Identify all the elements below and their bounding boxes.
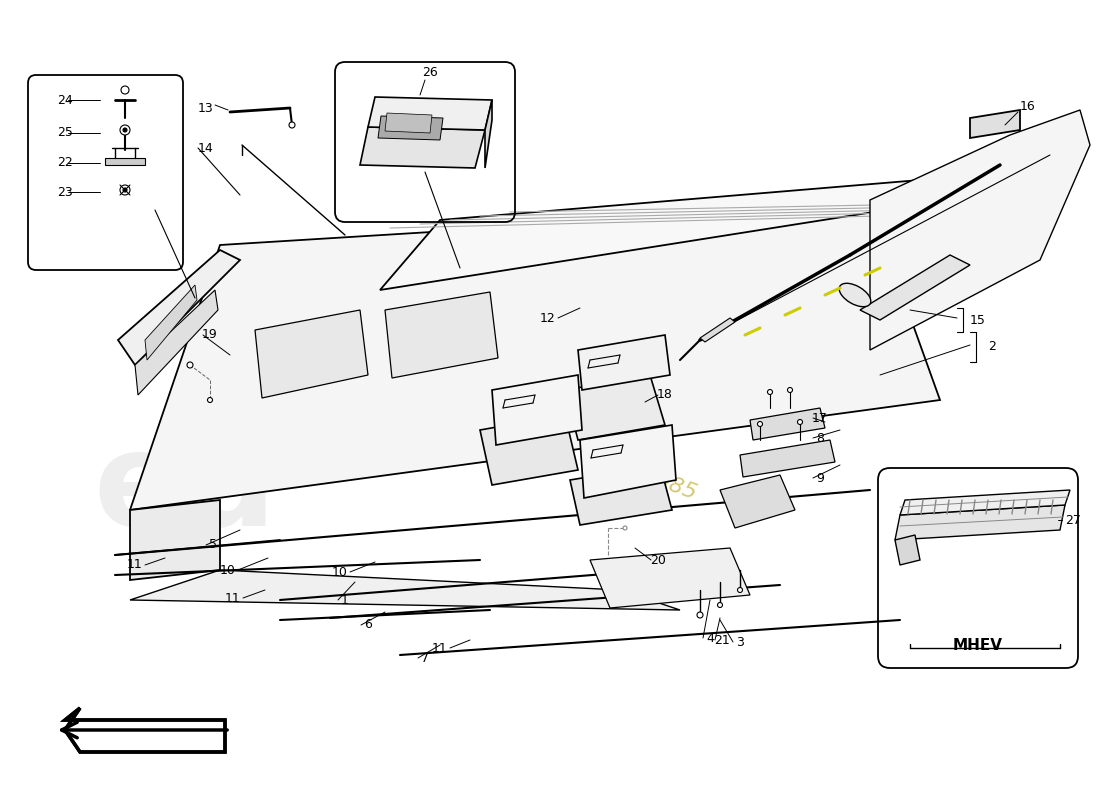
Polygon shape — [385, 292, 498, 378]
Circle shape — [697, 612, 703, 618]
Text: 10: 10 — [220, 563, 235, 577]
Text: 23: 23 — [57, 186, 73, 198]
Polygon shape — [135, 290, 218, 395]
Text: 25: 25 — [57, 126, 73, 139]
Circle shape — [758, 422, 762, 426]
Text: 17: 17 — [812, 411, 828, 425]
Text: 12: 12 — [540, 311, 556, 325]
Polygon shape — [970, 110, 1020, 138]
Circle shape — [121, 86, 129, 94]
Text: 11: 11 — [128, 558, 143, 571]
Polygon shape — [740, 440, 835, 477]
Text: 15: 15 — [970, 314, 986, 326]
Polygon shape — [900, 490, 1070, 515]
Circle shape — [798, 419, 803, 425]
Polygon shape — [580, 425, 676, 498]
Circle shape — [123, 128, 126, 132]
Polygon shape — [870, 110, 1090, 350]
Polygon shape — [130, 500, 220, 580]
Polygon shape — [130, 570, 680, 610]
Text: 7: 7 — [421, 651, 429, 665]
Circle shape — [120, 125, 130, 135]
Text: 5: 5 — [209, 538, 217, 551]
Text: 20: 20 — [650, 554, 666, 566]
Text: MHEV: MHEV — [953, 638, 1003, 653]
Polygon shape — [378, 116, 443, 140]
Circle shape — [208, 398, 212, 402]
Text: 13: 13 — [198, 102, 213, 114]
Text: 11: 11 — [432, 642, 448, 654]
Polygon shape — [385, 113, 432, 133]
Text: 3: 3 — [736, 635, 744, 649]
Polygon shape — [700, 318, 735, 342]
Polygon shape — [570, 465, 672, 525]
Text: 4: 4 — [706, 631, 714, 645]
Text: 22: 22 — [57, 157, 73, 170]
Polygon shape — [578, 335, 670, 390]
Polygon shape — [368, 97, 492, 130]
Text: eu: eu — [94, 426, 277, 554]
Polygon shape — [130, 205, 940, 510]
Text: 18: 18 — [657, 389, 673, 402]
Circle shape — [120, 185, 130, 195]
Polygon shape — [590, 548, 750, 608]
Text: 1: 1 — [341, 594, 349, 606]
Circle shape — [123, 188, 126, 192]
Polygon shape — [895, 535, 920, 565]
Text: 24: 24 — [57, 94, 73, 106]
Text: 8: 8 — [816, 431, 824, 445]
Polygon shape — [860, 255, 970, 320]
Circle shape — [623, 526, 627, 530]
Ellipse shape — [839, 283, 871, 306]
Circle shape — [768, 390, 772, 394]
Text: 2: 2 — [988, 341, 996, 354]
Polygon shape — [492, 375, 582, 445]
Text: 27: 27 — [1065, 514, 1081, 526]
Polygon shape — [565, 375, 666, 440]
Text: 10: 10 — [332, 566, 348, 578]
Polygon shape — [720, 475, 795, 528]
Circle shape — [289, 122, 295, 128]
Text: 9: 9 — [816, 471, 824, 485]
Polygon shape — [480, 415, 578, 485]
Text: 14: 14 — [198, 142, 213, 154]
Polygon shape — [145, 285, 197, 360]
Circle shape — [717, 602, 723, 607]
Polygon shape — [485, 100, 492, 168]
Text: 26: 26 — [422, 66, 438, 78]
Text: 11: 11 — [226, 591, 241, 605]
Text: 16: 16 — [1020, 101, 1036, 114]
Circle shape — [737, 587, 742, 593]
Polygon shape — [379, 170, 1040, 290]
Polygon shape — [360, 127, 485, 168]
Circle shape — [187, 362, 192, 368]
Text: 21: 21 — [714, 634, 730, 646]
Text: 19: 19 — [202, 329, 218, 342]
Text: a passion for Maserati since 1985: a passion for Maserati since 1985 — [340, 357, 700, 503]
Polygon shape — [104, 158, 145, 165]
Polygon shape — [895, 505, 1065, 540]
Circle shape — [788, 387, 792, 393]
Polygon shape — [255, 310, 368, 398]
Polygon shape — [750, 408, 825, 440]
Polygon shape — [118, 250, 240, 365]
Text: 6: 6 — [364, 618, 372, 631]
